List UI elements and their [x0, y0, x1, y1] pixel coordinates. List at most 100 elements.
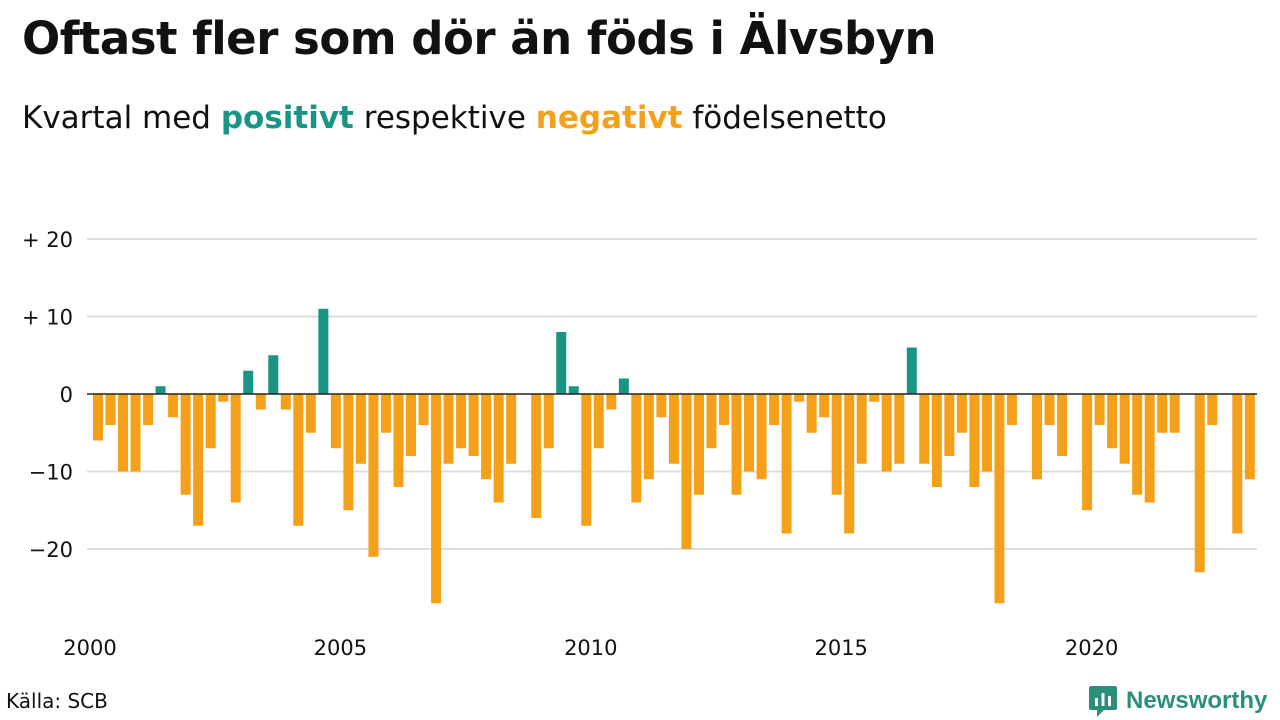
- bar: [1044, 394, 1055, 425]
- bar: [668, 394, 679, 464]
- bar: [1232, 394, 1243, 534]
- bar: [756, 394, 767, 480]
- bar: [906, 347, 917, 394]
- bar: [243, 370, 254, 394]
- bar: [693, 394, 704, 495]
- bar: [443, 394, 454, 464]
- bar: [218, 394, 229, 402]
- bar: [230, 394, 241, 503]
- bar: [681, 394, 692, 549]
- bar: [531, 394, 542, 518]
- chart-subtitle: Kvartal med positivt respektive negativt…: [22, 100, 887, 136]
- bar: [969, 394, 980, 487]
- bar: [406, 394, 416, 456]
- y-tick-label: 0: [60, 383, 73, 407]
- chart-title: Oftast fler som dör än föds i Älvsbyn: [22, 12, 937, 65]
- bar: [318, 308, 329, 394]
- bar: [731, 394, 742, 495]
- bar: [844, 394, 855, 534]
- bar: [1006, 394, 1017, 425]
- bar: [556, 332, 567, 394]
- bar: [1094, 394, 1105, 425]
- y-tick-label: −20: [29, 538, 73, 562]
- bar: [305, 394, 316, 433]
- bar: [330, 394, 341, 449]
- bar: [719, 394, 729, 425]
- bar: [1244, 394, 1255, 480]
- bar: [1057, 394, 1068, 456]
- bar: [105, 394, 116, 425]
- bar: [143, 394, 154, 425]
- bar: [744, 394, 755, 472]
- bar: [130, 394, 141, 472]
- bar: [481, 394, 492, 480]
- bar: [280, 394, 291, 410]
- bar: [869, 394, 880, 402]
- bar: [355, 394, 366, 464]
- bar: [581, 394, 592, 526]
- brand-logo: Newsworthy: [1088, 684, 1267, 718]
- bar: [894, 394, 905, 464]
- bar: [593, 394, 604, 449]
- bar: [831, 394, 842, 495]
- bar: [1082, 394, 1093, 511]
- bar: [368, 394, 379, 557]
- bar: [881, 394, 892, 472]
- source-note: Källa: SCB: [6, 689, 108, 713]
- bar: [456, 394, 467, 449]
- bar: [618, 378, 629, 394]
- bar: [631, 394, 642, 503]
- bar: [380, 394, 391, 433]
- bar: [1207, 394, 1218, 425]
- subtitle-text-before: Kvartal med: [22, 100, 211, 136]
- bar: [468, 394, 479, 456]
- x-tick-label: 2015: [814, 636, 867, 660]
- bar: [606, 394, 617, 410]
- bar: [994, 394, 1005, 604]
- bar: [806, 394, 817, 433]
- bar: [93, 394, 103, 441]
- bar: [205, 394, 216, 449]
- bar: [656, 394, 667, 418]
- bar: [794, 394, 805, 402]
- subtitle-text-middle: respektive: [363, 100, 526, 136]
- subtitle-negative-label: negativt: [535, 100, 683, 136]
- bar: [431, 394, 442, 604]
- bar: [193, 394, 204, 526]
- bar: [268, 355, 279, 394]
- bar: [168, 394, 179, 418]
- bar: [506, 394, 517, 464]
- bar: [1119, 394, 1130, 464]
- bar: [543, 394, 554, 449]
- bar: [1144, 394, 1155, 503]
- bar: [1194, 394, 1205, 573]
- bar: [931, 394, 942, 487]
- bar: [643, 394, 654, 480]
- x-tick-label: 2020: [1065, 636, 1118, 660]
- bar: [981, 394, 992, 472]
- bar: [856, 394, 867, 464]
- bar: [769, 394, 780, 425]
- brand-name: Newsworthy: [1126, 687, 1268, 714]
- bar: [944, 394, 955, 456]
- x-tick-label: 2010: [564, 636, 617, 660]
- bar: [1032, 394, 1042, 480]
- bar: [393, 394, 404, 487]
- bar: [180, 394, 191, 495]
- bar: [956, 394, 967, 433]
- y-tick-label: + 20: [22, 228, 73, 252]
- bar: [293, 394, 304, 526]
- bar: [493, 394, 504, 503]
- bar: [1132, 394, 1143, 495]
- bar: [1107, 394, 1118, 449]
- y-tick-label: −10: [29, 461, 73, 485]
- bar: [819, 394, 830, 418]
- bar: [1169, 394, 1180, 433]
- bar: [343, 394, 354, 511]
- bar: [706, 394, 717, 449]
- subtitle-text-after: födelsenetto: [692, 100, 887, 136]
- bar: [255, 394, 266, 410]
- bar: [418, 394, 429, 425]
- bar: [155, 386, 166, 394]
- x-tick-label: 2005: [314, 636, 367, 660]
